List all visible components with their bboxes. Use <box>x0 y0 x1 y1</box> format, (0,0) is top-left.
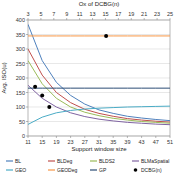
x-tick-label: 23 <box>68 139 74 145</box>
legend-swatch <box>134 168 138 172</box>
x-tick-label: 15 <box>39 139 45 145</box>
x-axis-label: Support window size <box>71 146 127 152</box>
x-tick <box>155 136 156 138</box>
x-tick-label: 31 <box>96 139 102 145</box>
grid-line <box>28 63 170 64</box>
legend: BL BLDeg BLDS2 BLMaSpatial GEO GEODeg GP DCBG(n… <box>6 158 169 173</box>
legend-label: BLDeg <box>57 158 73 164</box>
legend-swatch <box>48 169 55 170</box>
x-tick <box>113 136 114 138</box>
x-tick <box>70 136 71 138</box>
x-tick-label: 11 <box>25 139 31 145</box>
x-tick <box>84 136 85 138</box>
x-tick-label: 47 <box>153 139 159 145</box>
grid-line <box>28 92 170 93</box>
chart: 0501001502002503003504001115192327313539… <box>0 0 176 176</box>
legend-swatch <box>6 169 13 170</box>
x-tick-label: 27 <box>82 139 88 145</box>
legend-swatch <box>90 169 97 170</box>
x-tick-label: 51 <box>167 139 173 145</box>
data-point <box>40 93 44 97</box>
y-axis-label: Avg. ISO(u) <box>1 62 7 93</box>
x-tick <box>127 136 128 138</box>
grid-line <box>28 34 170 35</box>
x-tick-label: 19 <box>53 139 59 145</box>
series-line <box>28 35 170 36</box>
legend-label: BLDS2 <box>99 158 115 164</box>
x2-tick-label: 25 <box>167 11 173 17</box>
x-tick <box>141 136 142 138</box>
x2-tick-label: 13 <box>89 11 95 17</box>
legend-label: GP <box>99 167 107 173</box>
x-tick <box>42 136 43 138</box>
x-tick <box>99 136 100 138</box>
legend-swatch <box>6 160 13 161</box>
legend-swatch <box>90 160 97 161</box>
x2-axis-label: Ox of DCBG(n) <box>79 1 120 7</box>
series-line <box>28 85 170 124</box>
x-tick <box>56 136 57 138</box>
grid-line <box>28 49 170 50</box>
grid-line <box>28 78 170 79</box>
plot-area <box>28 24 170 124</box>
legend-label: GEO <box>15 167 26 173</box>
y-tick-label: 400 <box>16 17 25 23</box>
legend-swatch <box>132 160 139 161</box>
series-line <box>28 49 170 122</box>
y-tick-label: 150 <box>16 90 25 96</box>
y-tick-label: 200 <box>16 75 25 81</box>
data-point <box>104 34 108 38</box>
x2-tick-label: 23 <box>154 11 160 17</box>
y-tick-label: 350 <box>16 32 25 38</box>
x2-tick-label: 9 <box>65 11 68 17</box>
x2-tick-label: 3 <box>26 11 29 17</box>
y-tick-label: 300 <box>16 46 25 52</box>
x2-tick-label: 17 <box>115 11 121 17</box>
x2-tick-label: 21 <box>141 11 147 17</box>
legend-label: BLMaSpatial <box>141 158 169 164</box>
x2-tick-label: 7 <box>52 11 55 17</box>
x-tick <box>28 136 29 138</box>
legend-label: BL <box>15 158 21 164</box>
x-tick <box>170 136 171 138</box>
series-line <box>28 88 170 89</box>
series-line <box>28 61 170 124</box>
legend-label: GEODeg <box>57 167 78 173</box>
legend-swatch <box>48 160 55 161</box>
plot-frame <box>28 20 170 136</box>
y-tick-label: 50 <box>19 119 25 125</box>
x2-tick-label: 19 <box>128 11 134 17</box>
y-tick-label: 100 <box>16 104 25 110</box>
x-tick-label: 39 <box>124 139 130 145</box>
x-tick-label: 35 <box>110 139 116 145</box>
y-tick-label: 250 <box>16 61 25 67</box>
x2-tick-label: 15 <box>102 11 108 17</box>
x-tick-label: 43 <box>139 139 145 145</box>
data-point <box>33 85 37 89</box>
x2-tick-label: 11 <box>77 11 83 17</box>
legend-label: DCBG(n) <box>141 167 162 173</box>
x2-tick-label: 5 <box>39 11 42 17</box>
data-point <box>47 105 51 109</box>
